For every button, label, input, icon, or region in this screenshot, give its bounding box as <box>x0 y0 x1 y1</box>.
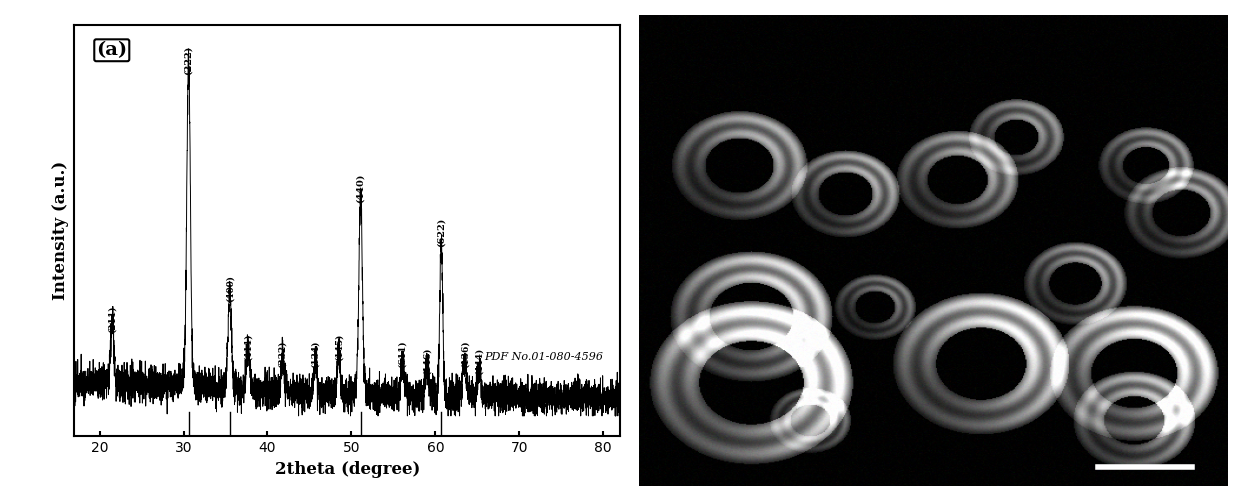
X-axis label: 2theta (degree): 2theta (degree) <box>274 461 420 478</box>
Text: (332): (332) <box>278 340 288 368</box>
Text: PDF No.01-080-4596: PDF No.01-080-4596 <box>485 352 604 363</box>
Text: (136): (136) <box>460 340 469 368</box>
Text: (611): (611) <box>398 340 407 368</box>
Y-axis label: Intensity (a.u.): Intensity (a.u.) <box>52 161 69 300</box>
Text: (145): (145) <box>335 333 343 361</box>
Text: (622): (622) <box>436 218 445 248</box>
Text: (222): (222) <box>184 46 193 75</box>
Text: (444): (444) <box>475 347 484 374</box>
Text: (146): (146) <box>423 347 432 374</box>
Text: (211): (211) <box>108 306 117 333</box>
Text: (440): (440) <box>356 173 365 203</box>
Text: (134): (134) <box>311 340 320 368</box>
Text: (400): (400) <box>226 275 234 303</box>
Text: (a): (a) <box>97 41 128 59</box>
Text: (411): (411) <box>243 333 253 361</box>
